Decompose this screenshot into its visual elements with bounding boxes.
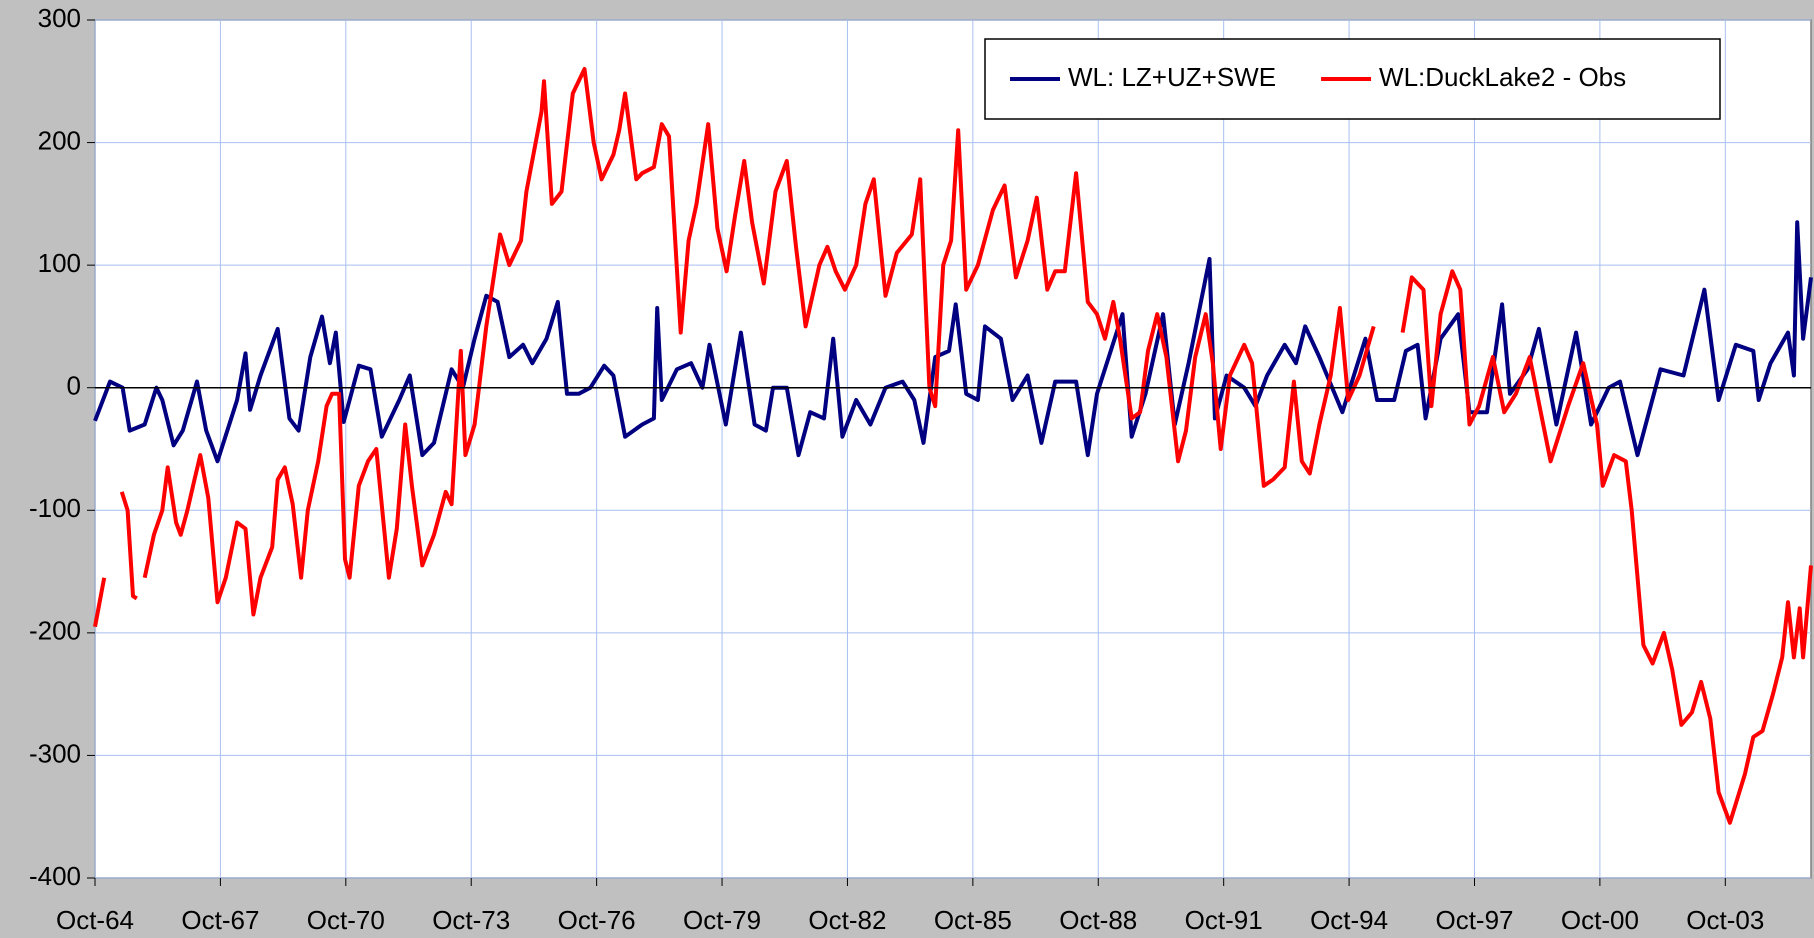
x-tick-label: Oct-70 (307, 905, 385, 935)
y-tick-label: -300 (29, 738, 81, 768)
x-tick-label: Oct-79 (683, 905, 761, 935)
y-tick-label: -200 (29, 616, 81, 646)
series-line (142, 67, 1376, 617)
y-tick-label: 0 (67, 371, 81, 401)
axes: -400 -300 -200 -100 0 100 200 300 Oct-64 Oct-67 Oc… (29, 3, 1811, 935)
x-tick-label: Oct-64 (56, 905, 134, 935)
legend-label: WL: LZ+UZ+SWE (1068, 62, 1276, 92)
series-lines (93, 67, 1813, 825)
x-tick-label: Oct-85 (934, 905, 1012, 935)
series-line (93, 577, 107, 628)
x-tick-label: Oct-03 (1686, 905, 1764, 935)
x-tick-label: Oct-91 (1185, 905, 1263, 935)
x-tick-label: Oct-00 (1561, 905, 1639, 935)
x-tick-label: Oct-76 (558, 905, 636, 935)
y-tick-label: 300 (38, 3, 81, 33)
x-tick-label: Oct-94 (1310, 905, 1388, 935)
y-tick-label: 200 (38, 125, 81, 155)
y-tick-label: -100 (29, 493, 81, 523)
x-tick-label: Oct-97 (1435, 905, 1513, 935)
x-tick-label: Oct-67 (181, 905, 259, 935)
x-tick-label: Oct-88 (1059, 905, 1137, 935)
legend-label: WL:DuckLake2 - Obs (1379, 62, 1626, 92)
y-tick-label: 100 (38, 248, 81, 278)
y-tick-label: -400 (29, 861, 81, 891)
series-line (119, 491, 138, 601)
x-tick-label: Oct-73 (432, 905, 510, 935)
series-line (1400, 269, 1813, 825)
x-tick-label: Oct-82 (808, 905, 886, 935)
grid (94, 19, 1811, 879)
plot-area (94, 19, 1812, 879)
legend: WL: LZ+UZ+SWE WL:DuckLake2 - Obs (984, 38, 1721, 120)
